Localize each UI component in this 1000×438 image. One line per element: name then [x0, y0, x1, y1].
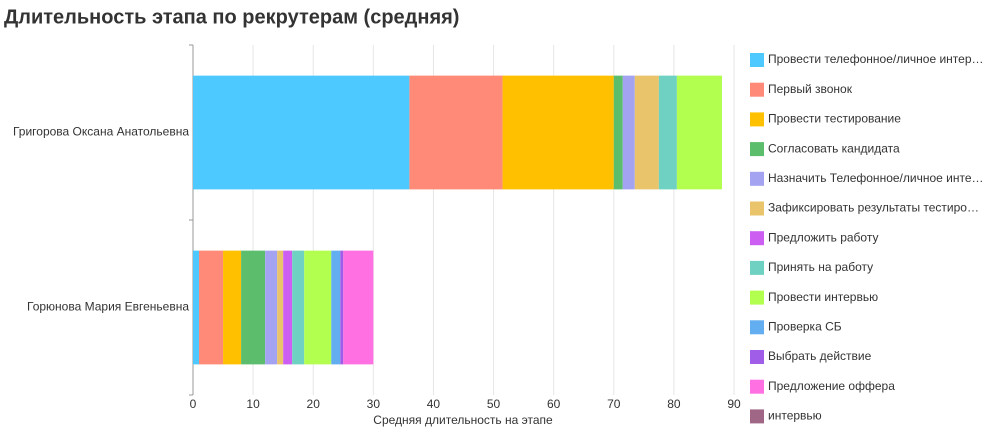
legend-label: Провести телефонное/личное интер…	[768, 52, 984, 66]
bar-segment	[292, 250, 305, 365]
legend-swatch	[750, 171, 764, 186]
y-tick-label: Григорова Оксана Анатольевна	[13, 125, 189, 139]
bar-segment	[265, 250, 278, 365]
x-tick-label: 10	[246, 397, 260, 411]
x-tick-label: 90	[727, 397, 741, 411]
legend-swatch	[750, 53, 764, 67]
x-tick-label: 20	[307, 397, 321, 411]
legend-swatch	[750, 112, 764, 127]
legend-swatch	[750, 409, 764, 424]
x-tick-label: 40	[427, 397, 441, 411]
bar-segment	[343, 250, 374, 365]
legend-swatch	[750, 350, 764, 364]
bar-segment	[502, 75, 614, 190]
legend-swatch	[750, 142, 764, 157]
x-axis-title: Средняя длительность на этапе	[373, 413, 553, 427]
x-tick-label: 80	[667, 397, 681, 411]
bar-segment	[223, 250, 242, 365]
y-tick-label: Горюнова Мария Евгеньевна	[27, 300, 189, 314]
x-tick-label: 30	[367, 397, 381, 411]
legend-label: Предложить работу	[768, 230, 878, 244]
bar-segment	[676, 75, 722, 190]
legend-label: Проверка СБ	[768, 319, 842, 333]
bar-segment	[193, 250, 200, 365]
legend-label: Предложение оффера	[768, 379, 895, 393]
bar-segment	[331, 250, 341, 365]
legend-label: Зафиксировать результаты тестиро…	[768, 201, 979, 215]
x-tick-label: 0	[190, 397, 197, 411]
legend-swatch	[750, 231, 764, 246]
legend-swatch	[750, 82, 764, 97]
bar-segment	[634, 75, 659, 190]
bar-segment	[277, 250, 284, 365]
legend-label: Выбрать действие	[768, 349, 872, 363]
legend-swatch	[750, 201, 764, 216]
bar-segment	[622, 75, 635, 190]
bar-segment	[409, 75, 503, 190]
bar-segment	[193, 75, 410, 190]
legend-swatch	[750, 379, 764, 394]
legend-label: Провести тестирование	[768, 112, 901, 126]
bar-segment	[283, 250, 293, 365]
bar-segment	[658, 75, 677, 190]
x-tick-label: 60	[547, 397, 561, 411]
x-tick-label: 70	[607, 397, 621, 411]
legend-label: Согласовать кандидата	[768, 141, 900, 155]
legend-swatch	[750, 290, 764, 305]
legend-swatch	[750, 320, 764, 335]
bar-segment	[340, 250, 344, 365]
bar-segment	[613, 75, 623, 190]
bar-segment	[241, 250, 266, 365]
bar-segment	[304, 250, 332, 365]
legend-label: интервью	[768, 409, 822, 423]
x-tick-label: 50	[487, 397, 501, 411]
legend-swatch	[750, 260, 764, 275]
bar-segment	[199, 250, 224, 365]
chart-title: Длительность этапа по рекрутерам (средня…	[4, 6, 459, 28]
legend-label: Назначить Телефонное/личное инте…	[768, 171, 984, 185]
legend-label: Первый звонок	[768, 82, 853, 96]
legend-label: Принять на работу	[768, 260, 873, 274]
legend-label: Провести интервью	[768, 290, 878, 304]
